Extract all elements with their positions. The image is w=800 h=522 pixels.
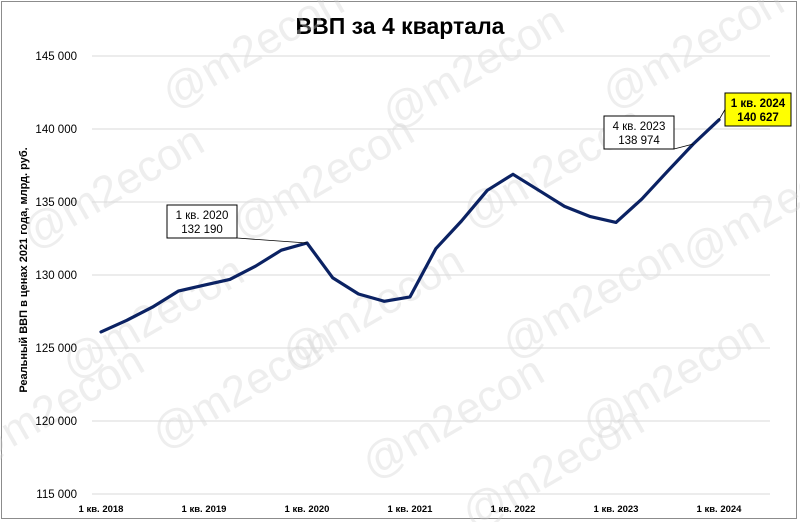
callout-value-label: 132 190 (181, 224, 223, 236)
x-tick-label: 1 кв. 2023 (594, 504, 639, 515)
y-tick-label: 135 000 (35, 197, 77, 209)
x-tick-label: 1 кв. 2022 (491, 504, 536, 515)
y-tick-labels: 115 000 120 000 125 000 130 000 135 000 140 0… (35, 51, 77, 501)
series-line (99, 118, 721, 334)
x-tick-label: 1 кв. 2021 (388, 504, 434, 515)
callout-leader (236, 237, 308, 244)
annotations-layer: 1 кв. 2020 132 190 4 кв. 2023 138 974 1 кв. … (166, 92, 792, 244)
callout-box (166, 204, 238, 239)
x-tick-label: 1 кв. 2020 (285, 504, 330, 515)
chart-title: ВВП за 4 квартала (295, 13, 505, 39)
y-tick-label: 140 000 (35, 124, 77, 136)
series-layer (99, 118, 721, 334)
y-tick-label: 115 000 (36, 489, 77, 501)
y-tick-label: 145 000 (35, 51, 77, 63)
data-callout: 1 кв. 2020 132 190 (166, 204, 308, 244)
x-tick-label: 1 кв. 2019 (182, 504, 227, 515)
x-tick-label: 1 кв. 2018 (79, 504, 124, 515)
watermark-text: @m2econ (223, 106, 422, 249)
watermark-text: @m2econ (153, 0, 352, 119)
gridlines (92, 55, 770, 495)
x-tick-label: 1 кв. 2024 (697, 504, 743, 515)
watermark-text: @m2econ (673, 136, 800, 279)
callout-leader (673, 143, 694, 150)
callout-box (724, 92, 792, 127)
watermark-text: @m2econ (143, 316, 342, 459)
callout-period-label: 4 кв. 2023 (613, 121, 666, 133)
x-tick-labels: 1 кв. 2018 1 кв. 2019 1 кв. 2020 1 кв. 2021… (79, 504, 743, 515)
callout-value-label: 140 627 (737, 112, 779, 124)
data-callout: 1 кв. 2024 140 627 (718, 92, 792, 127)
callout-value-label: 138 974 (618, 135, 660, 147)
y-tick-label: 130 000 (35, 270, 77, 282)
y-tick-label: 120 000 (35, 416, 77, 428)
callout-box (603, 115, 675, 150)
data-callout: 4 кв. 2023 138 974 (603, 115, 694, 150)
callout-leader (718, 109, 726, 121)
y-tick-label: 125 000 (35, 343, 77, 355)
callout-period-label: 1 кв. 2024 (731, 98, 786, 110)
callout-period-label: 1 кв. 2020 (176, 210, 229, 222)
